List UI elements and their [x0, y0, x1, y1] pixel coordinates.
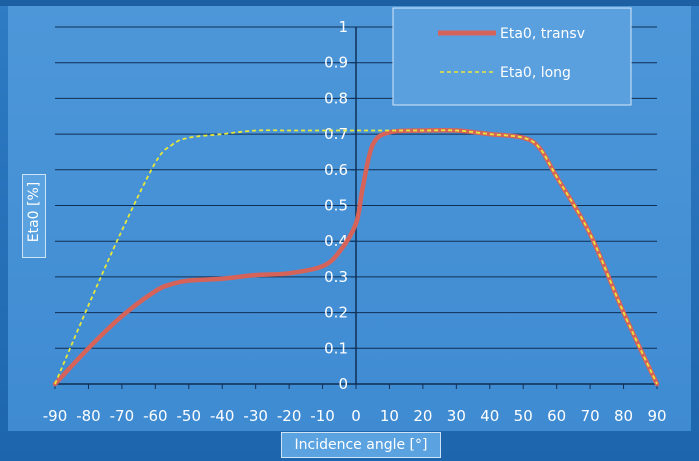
legend-box — [392, 7, 632, 106]
x-tick-label: 70 — [581, 407, 600, 425]
x-tick-label: -80 — [76, 407, 101, 425]
y-tick-label: 0.7 — [324, 125, 348, 143]
y-tick-label: 0.2 — [324, 304, 348, 322]
x-tick-label: 60 — [547, 407, 566, 425]
y-tick-label: 0.1 — [324, 339, 348, 357]
x-tick-label: -60 — [143, 407, 168, 425]
x-tick-label: 80 — [614, 407, 633, 425]
y-tick-label: 0 — [338, 375, 348, 393]
x-tick-label: -50 — [177, 407, 202, 425]
x-tick-label: 50 — [514, 407, 533, 425]
x-tick-label: 30 — [447, 407, 466, 425]
series-layer — [52, 127, 660, 387]
x-tick-label: -70 — [110, 407, 135, 425]
y-tick-label: 0.3 — [324, 268, 348, 286]
y-tick-label: 0.6 — [324, 161, 348, 179]
series-line-long — [54, 129, 658, 385]
series-line-transv — [52, 127, 660, 387]
x-tick-label: -10 — [310, 407, 335, 425]
legend-label-long: Eta0, long — [500, 65, 571, 81]
x-tick-label: 10 — [380, 407, 399, 425]
x-tick-label: 40 — [480, 407, 499, 425]
x-tick-label: -20 — [277, 407, 302, 425]
x-tick-label: -40 — [210, 407, 235, 425]
top-strip — [0, 0, 699, 6]
legend: Eta0, transv Eta0, long — [392, 7, 632, 106]
legend-label-transv: Eta0, transv — [500, 26, 585, 42]
x-tick-label: 0 — [351, 407, 361, 425]
x-ticks: -90 -80 -70 -60 -50 -40 -30 -20 -10 0 10 20 30 40 50 60… — [43, 384, 667, 425]
x-tick-label: -30 — [243, 407, 268, 425]
x-tick-label: 90 — [647, 407, 666, 425]
x-tick-label: 20 — [413, 407, 432, 425]
x-axis-title: Incidence angle [°] — [281, 432, 441, 458]
y-tick-label: 0.9 — [324, 54, 348, 72]
y-ticks: 00.10.20.30.40.50.60.70.80.91 — [324, 18, 356, 393]
y-tick-label: 0.8 — [324, 89, 348, 107]
y-axis-title-box: Eta0 [%] — [22, 174, 46, 258]
x-tick-label: -90 — [43, 407, 68, 425]
y-axis-title: Eta0 [%] — [26, 181, 42, 243]
y-tick-label: 1 — [338, 18, 348, 36]
y-tick-label: 0.5 — [324, 197, 348, 215]
